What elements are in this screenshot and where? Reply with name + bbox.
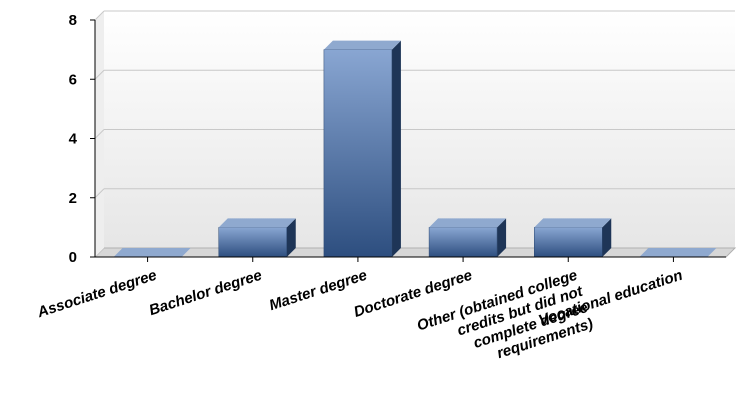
bar-top	[218, 218, 296, 228]
y-axis: 0 2 4 6 8	[69, 12, 96, 266]
gridline-depth	[94, 10, 105, 21]
bar-front	[323, 49, 393, 258]
gridline-depth	[94, 188, 105, 199]
y-tick-label: 4	[69, 131, 78, 148]
bar-top	[429, 218, 507, 228]
bar-top	[534, 218, 612, 228]
bar-side	[391, 40, 401, 257]
bar	[534, 218, 612, 258]
x-tick-label-line: Bachelor degree	[147, 267, 264, 319]
x-tick-label-line: Associate degree	[34, 267, 158, 322]
y-tick-label: 8	[69, 12, 77, 29]
bar	[428, 218, 507, 258]
y-tick-label: 2	[69, 190, 77, 207]
y-tick-label: 6	[69, 71, 77, 88]
plot-area	[93, 10, 737, 258]
bar	[113, 248, 191, 257]
bar-front	[428, 227, 498, 258]
bar-front	[534, 227, 603, 258]
x-tick-label: Associate degree	[34, 267, 158, 322]
bar-top	[113, 248, 191, 257]
bar-side	[602, 218, 612, 257]
bar	[218, 218, 296, 258]
gridline-depth	[94, 129, 105, 139]
gridline-depth	[94, 69, 105, 80]
bar-side	[497, 218, 507, 257]
x-tick-label: Bachelor degree	[147, 267, 264, 319]
bar-side	[286, 218, 296, 257]
bar	[323, 40, 401, 258]
bar-top	[323, 40, 401, 50]
bar-top	[639, 248, 717, 257]
y-tick-label: 0	[69, 249, 77, 266]
bars-layer	[113, 40, 717, 258]
floor	[93, 247, 737, 258]
bar-front	[218, 227, 287, 258]
bar	[639, 248, 717, 257]
